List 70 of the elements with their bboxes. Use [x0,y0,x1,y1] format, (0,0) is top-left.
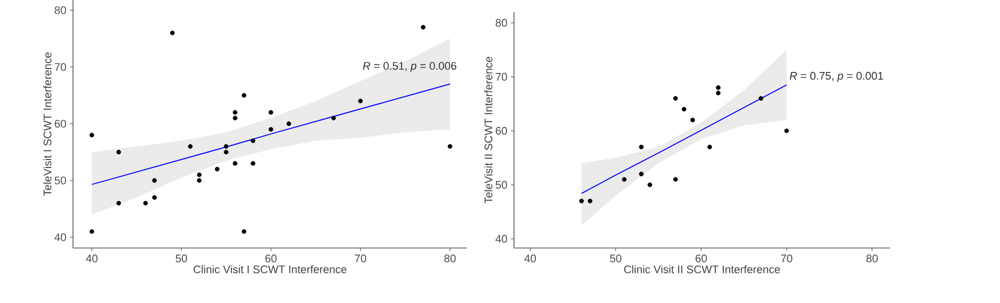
point [331,116,336,120]
y-tick-label: 50 [496,180,508,189]
y-tick-label: 70 [496,72,508,81]
point [232,161,238,166]
point [268,110,274,115]
point [690,118,695,122]
point [448,144,452,149]
x-tick-label: 70 [354,254,366,262]
y-tick-label: 70 [54,63,66,71]
point [784,128,789,134]
point [420,24,426,30]
x-tick-label: 40 [524,254,536,262]
point [758,96,764,101]
point [286,121,292,126]
y-tick-label: 40 [54,233,66,242]
y-axis-title: TeleVisit II SCWT Interference [484,56,492,204]
y-tick-label: 80 [54,6,66,14]
point [152,178,157,183]
point [224,144,228,149]
y-tick-label: 80 [496,18,508,27]
annotation: R = 0.51, p = 0.006 [362,62,456,72]
point [196,178,202,183]
y-tick-label: 60 [54,120,66,128]
point [224,150,228,154]
point [250,138,256,144]
point [152,195,157,200]
point [639,144,644,150]
point [143,200,148,206]
x-tick-label: 50 [610,254,622,262]
point [579,198,584,204]
point [116,150,121,154]
point [358,98,363,104]
point [232,110,238,115]
point [90,229,94,234]
y-tick-label: 40 [495,234,508,243]
x-axis-title: Clinic Visit II SCWT Interference [624,265,780,274]
point [707,144,712,150]
point [242,229,246,234]
annotation: R = 0.75, p = 0.001 [790,72,884,82]
x-tick-label: 60 [696,254,707,262]
x-tick-label: 80 [444,254,456,262]
x-tick-label: 60 [265,254,277,262]
point [170,30,175,36]
point [682,106,686,112]
point [196,172,202,178]
x-tick-label: 80 [866,254,878,262]
point [116,200,121,206]
x-axis-title: Clinic Visit I SCWT Interference [194,265,346,274]
y-tick-label: 60 [496,126,508,135]
point [188,144,193,149]
point [639,172,644,176]
x-tick-label: 40 [86,254,98,262]
point [622,177,627,182]
point [716,90,721,96]
point [268,127,274,132]
line-series [581,84,788,194]
point [214,166,220,172]
point [716,85,721,90]
point [673,96,678,101]
y-tick-label: 50 [54,176,66,184]
point [673,177,678,182]
point [232,116,238,120]
point [250,161,256,166]
point [242,93,246,98]
point [588,198,592,204]
x-tick-label: 70 [781,254,792,262]
x-tick-label: 50 [176,254,188,262]
y-axis-title: TeleVisit I SCWT Interference [43,52,52,196]
point [90,132,94,138]
point [648,182,652,188]
